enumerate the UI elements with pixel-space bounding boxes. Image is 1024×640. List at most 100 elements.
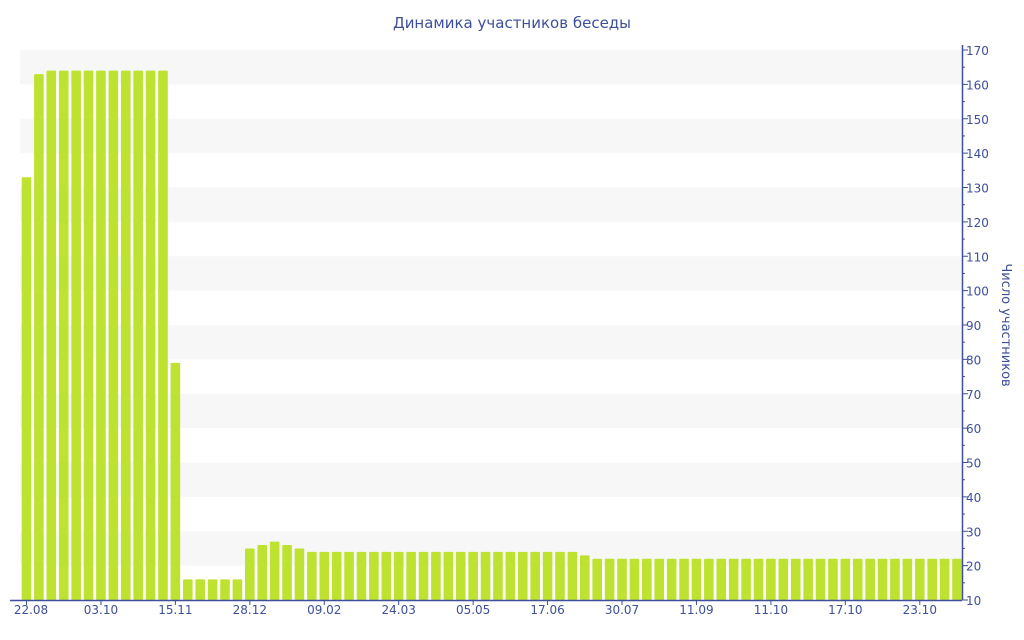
bar (133, 70, 143, 600)
bar (331, 551, 342, 600)
bar (96, 70, 106, 600)
y-axis-label: Число участников (998, 263, 1013, 386)
bar (939, 558, 950, 600)
y-tick-label: 120 (966, 216, 989, 230)
bar (431, 551, 441, 600)
bar (691, 558, 702, 600)
bar (257, 545, 268, 600)
x-tick-label: 23.10 (903, 603, 937, 617)
bar (307, 551, 317, 600)
y-tick-label: 30 (966, 525, 981, 539)
bar (220, 579, 230, 600)
grid-band (20, 118, 962, 154)
y-tick-label: 90 (966, 319, 981, 333)
bar (542, 551, 553, 600)
bar (952, 558, 962, 600)
y-tick-label: 20 (966, 560, 981, 574)
bar (182, 579, 193, 600)
bar (902, 558, 913, 600)
bar (741, 558, 751, 600)
bar (828, 558, 838, 600)
grid-band (20, 325, 962, 360)
bar (505, 551, 516, 600)
y-tick-label: 80 (966, 353, 981, 367)
x-tick-label: 09.02 (307, 603, 341, 617)
bar (158, 70, 168, 600)
bar (83, 70, 94, 600)
bar (443, 551, 454, 600)
bar (207, 579, 218, 600)
bar (580, 555, 590, 600)
x-tick-label: 22.08 (14, 603, 48, 617)
x-tick-label: 11.09 (679, 603, 713, 617)
bar (269, 541, 280, 600)
bar (927, 558, 937, 600)
bar (21, 177, 32, 600)
bar (245, 548, 255, 600)
bar (393, 551, 404, 600)
bar (716, 558, 727, 600)
bar (232, 579, 243, 600)
x-tick-label: 30.07 (605, 603, 639, 617)
bar (480, 551, 491, 600)
bar (865, 558, 875, 600)
bar (555, 551, 565, 600)
bar (617, 558, 627, 600)
bar (592, 558, 603, 600)
bar (914, 558, 925, 600)
bar (629, 558, 640, 600)
bar (418, 551, 429, 600)
bar (604, 558, 615, 600)
bar (803, 558, 813, 600)
bar (890, 558, 900, 600)
x-tick-label: 03.10 (84, 603, 118, 617)
bar (344, 551, 354, 600)
bar (753, 558, 764, 600)
y-tick-label: 40 (966, 491, 981, 505)
bars (21, 70, 962, 600)
bar (282, 545, 292, 600)
chart-title: Динамика участников беседы (393, 14, 631, 32)
bar (666, 558, 677, 600)
x-tick-label: 11.10 (754, 603, 788, 617)
bar (46, 70, 57, 600)
bar (170, 362, 181, 600)
y-tick-label: 110 (966, 250, 989, 264)
bar (877, 558, 888, 600)
y-tick-label: 100 (966, 285, 989, 299)
grid-band (20, 50, 962, 85)
bar (679, 558, 689, 600)
bar (493, 551, 503, 600)
bar (319, 551, 330, 600)
y-axis: 10 20 30 40 50 60 70 80 90 100 110 120 130 140 150 160 1… (961, 44, 989, 608)
bar (455, 551, 466, 600)
bar (642, 558, 652, 600)
bar (704, 558, 714, 600)
bar (58, 70, 69, 600)
bar (517, 551, 528, 600)
y-tick-label: 10 (966, 594, 981, 608)
bar (108, 70, 119, 600)
y-tick-label: 130 (966, 182, 989, 196)
bar (790, 558, 801, 600)
bar (120, 70, 131, 600)
x-tick-label: 05.05 (456, 603, 490, 617)
grid-band (20, 187, 962, 222)
x-tick-label: 15.11 (158, 603, 192, 617)
bar (34, 74, 44, 600)
bar (778, 558, 789, 600)
x-tick-label: 28.12 (233, 603, 267, 617)
y-tick-label: 170 (966, 44, 989, 58)
y-tick-label: 150 (966, 113, 989, 127)
x-tick-label: 17.10 (828, 603, 862, 617)
y-tick-label: 70 (966, 388, 981, 402)
bar (766, 558, 776, 600)
y-tick-label: 50 (966, 457, 981, 471)
bar (852, 558, 863, 600)
x-axis: 22.08 03.10 15.11 28.12 09.02 24.03 05.05 17.06… (10, 599, 962, 617)
y-tick-label: 160 (966, 78, 989, 92)
bar (356, 551, 367, 600)
grid-band (20, 256, 962, 291)
bar (145, 70, 156, 600)
